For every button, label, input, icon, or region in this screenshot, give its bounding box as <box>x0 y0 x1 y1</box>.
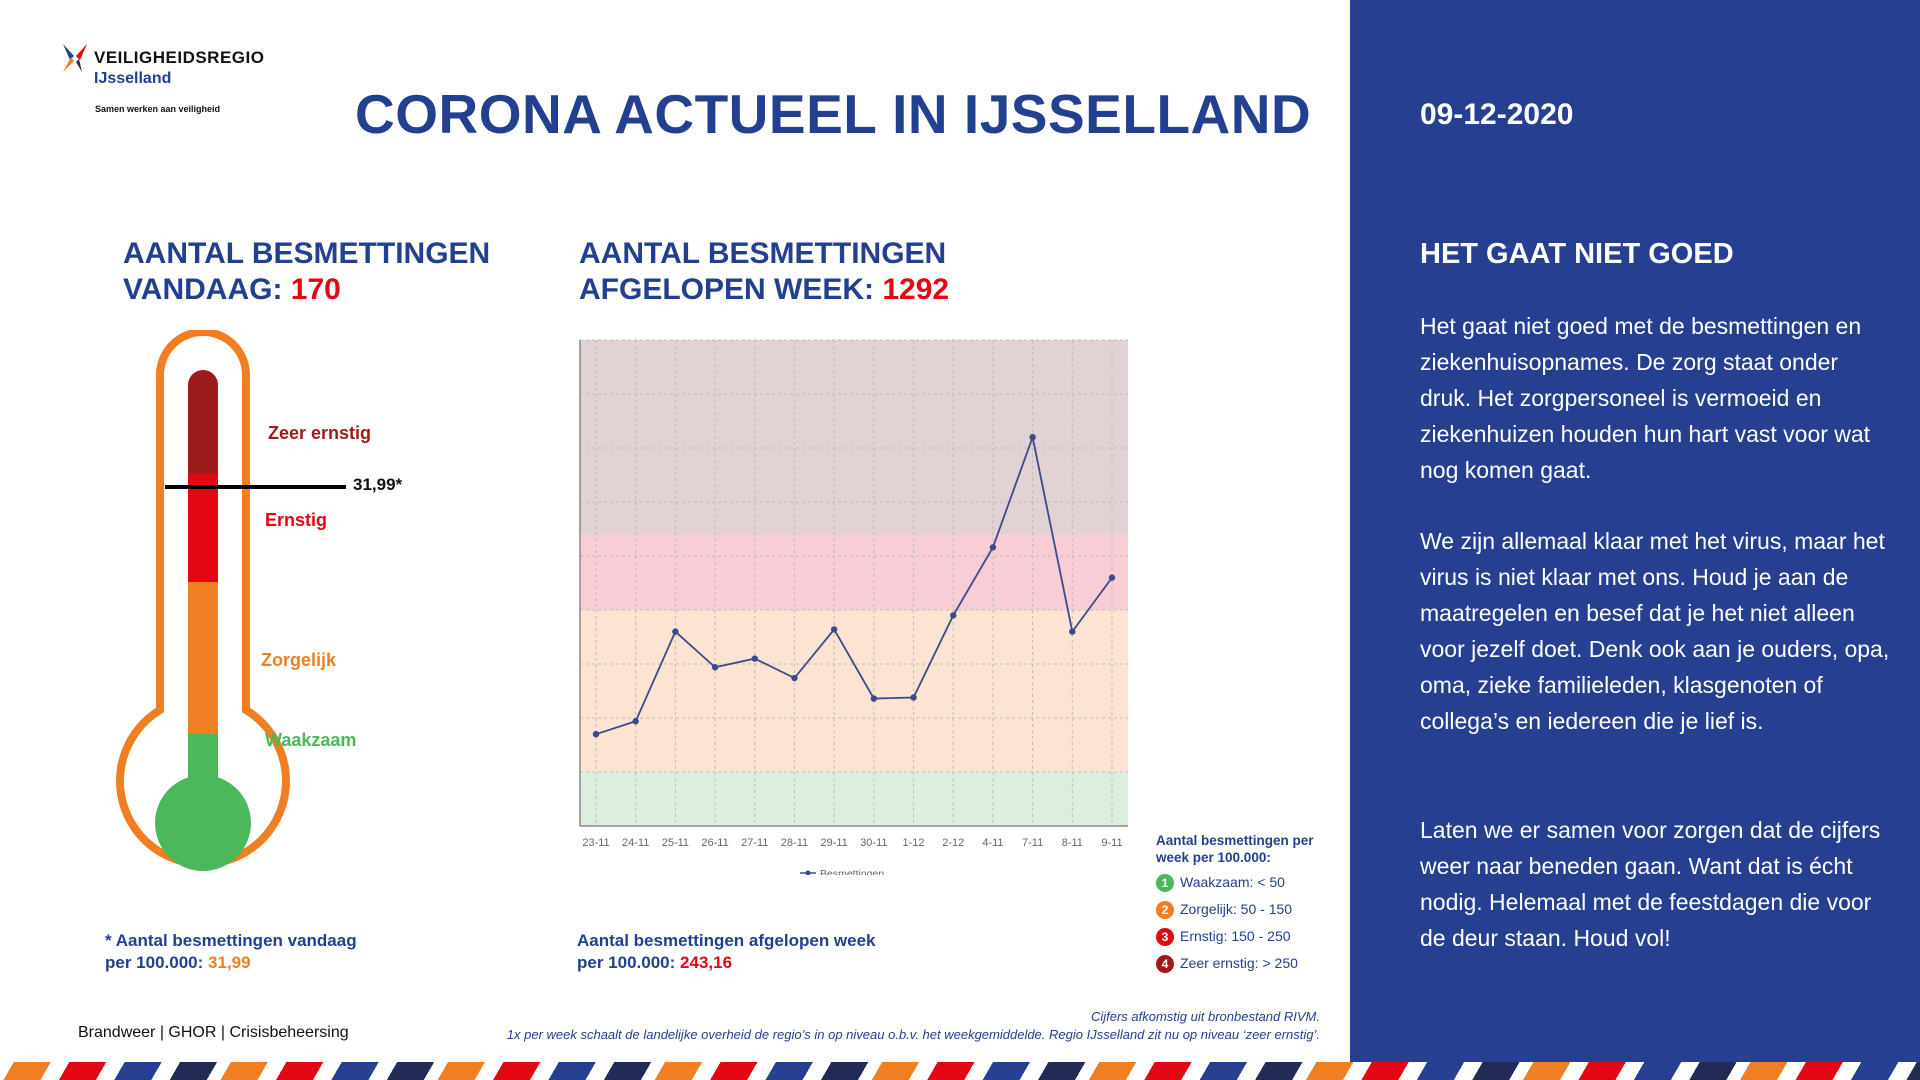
today-footnote-line1: * Aantal besmettingen vandaag <box>105 931 357 950</box>
level-legend-item: 2 Zorgelijk: 50 - 150 <box>1156 901 1292 921</box>
week-value: 1292 <box>882 273 950 306</box>
side-paragraph-3: Laten we er samen voor zorgen dat de cij… <box>1420 817 1881 951</box>
chart-point <box>592 731 600 738</box>
level-legend-item: 4 Zeer ernstig: > 250 <box>1156 955 1298 975</box>
chart-tick-label: 7-11 <box>1022 837 1043 849</box>
logo-region: IJsselland <box>94 70 172 87</box>
chart-band <box>580 610 1128 772</box>
today-heading-line1: AANTAL BESMETTINGEN <box>123 237 491 270</box>
today-footnote: * Aantal besmettingen vandaag per 100.00… <box>105 930 357 974</box>
logo-icon <box>63 44 87 72</box>
date: 09-12-2020 <box>1420 98 1574 131</box>
chart-point <box>791 674 798 682</box>
logo-tagline: Samen werken aan veiligheid <box>95 104 221 114</box>
logo-brand: VEILIGHEIDSREGIO <box>94 48 265 67</box>
chart-point <box>711 664 719 671</box>
level-4-icon: 4 <box>1156 955 1174 974</box>
thermometer-level-zorgelijk <box>188 582 218 737</box>
chart-tick-label: 28-11 <box>781 837 808 849</box>
chart-tick-label: 2-12 <box>942 837 964 849</box>
chart-series-line <box>595 433 1113 736</box>
thermometer-top-cap <box>188 370 218 400</box>
side-paragraph-1: Het gaat niet goed met de besmettingen e… <box>1420 313 1871 483</box>
level-label-waakzaam: Waakzaam <box>265 730 357 750</box>
decorative-stripe-border <box>0 1062 1920 1080</box>
week-footnote: Aantal besmettingen afgelopen week per 1… <box>577 930 876 974</box>
chart-point <box>950 612 957 619</box>
footer-source-line1: Cijfers afkomstig uit bronbestand RIVM. <box>1090 1009 1320 1024</box>
today-heading-line2: VANDAAG: <box>123 273 283 306</box>
week-heading: AANTAL BESMETTINGEN AFGELOPEN WEEK: 1292 <box>579 236 949 308</box>
chart-point <box>1108 574 1116 581</box>
today-footnote-value: 31,99 <box>208 953 251 972</box>
chart-tick-label: 4-11 <box>982 837 1003 849</box>
chart-band <box>580 534 1128 610</box>
chart-tick-label: 9-11 <box>1101 837 1122 849</box>
week-footnote-line2: per 100.000: <box>577 953 676 972</box>
chart-point <box>989 544 997 551</box>
logo: VEILIGHEIDSREGIO IJsselland Samen werken… <box>60 40 320 120</box>
chart-tick-label: 29-11 <box>820 837 847 849</box>
level-legend: Aantal besmettingen per week per 100.000… <box>1156 832 1346 974</box>
today-heading: AANTAL BESMETTINGEN VANDAAG: 170 <box>123 236 490 308</box>
today-footnote-line2: per 100.000: <box>105 953 204 972</box>
chart-tick-label: 26-11 <box>701 837 728 849</box>
level-legend-text: Ernstig: 150 - 250 <box>1180 928 1291 944</box>
week-footnote-line1: Aantal besmettingen afgelopen week <box>577 931 876 950</box>
level-legend-text: Waakzaam: < 50 <box>1180 874 1285 890</box>
level-legend-text: Zorgelijk: 50 - 150 <box>1180 901 1293 917</box>
chart-tick-label: 1-12 <box>903 837 925 849</box>
level-1-icon: 1 <box>1156 874 1174 893</box>
week-heading-line1: AANTAL BESMETTINGEN <box>579 237 947 270</box>
footer-organisations: Brandweer | GHOR | Crisisbeheersing <box>78 1024 349 1041</box>
level-legend-item: 1 Waakzaam: < 50 <box>1156 874 1285 894</box>
chart-tick-label: 27-11 <box>741 837 768 849</box>
chart-tick-label: 30-11 <box>860 837 887 849</box>
side-paragraph-2: We zijn allemaal klaar met het virus, ma… <box>1420 528 1890 734</box>
level-label-zorgelijk: Zorgelijk <box>261 650 337 670</box>
level-legend-text: Zeer ernstig: > 250 <box>1180 955 1298 971</box>
chart-point <box>1029 434 1036 441</box>
chart-point <box>1069 628 1076 635</box>
page-title: CORONA ACTUEEL IN IJSSELLAND <box>355 83 1312 145</box>
chart-point <box>910 694 917 701</box>
chart-legend-marker <box>805 870 811 875</box>
chart-point <box>870 695 878 702</box>
side-heading: HET GAAT NIET GOED <box>1420 238 1734 270</box>
level-3-icon: 3 <box>1156 928 1174 947</box>
chart-tick-label: 24-11 <box>622 837 649 849</box>
week-footnote-value: 243,16 <box>680 953 733 972</box>
thermometer-bulb <box>155 775 251 871</box>
side-panel: 09-12-2020 HET GAAT NIET GOED Het gaat n… <box>1350 0 1920 1062</box>
thermometer <box>116 330 346 871</box>
week-heading-line2: AFGELOPEN WEEK: <box>579 273 875 306</box>
chart-tick-label: 8-11 <box>1062 837 1083 849</box>
footer-source-line2: 1x per week schaalt de landelijke overhe… <box>506 1027 1320 1042</box>
chart-legend-label: Besmettingen <box>820 868 884 875</box>
thermometer-marker-label: 31,99* <box>353 475 403 494</box>
chart-point <box>830 626 838 633</box>
line-chart: 23-11 24-11 25-11 26-11 27-11 28-11 29-11 30-11… <box>579 339 1128 875</box>
today-value: 170 <box>290 273 341 306</box>
level-legend-title: Aantal besmettingen per week per 100.000… <box>1156 833 1314 865</box>
level-label-ernstig: Ernstig <box>265 510 328 530</box>
chart-band <box>580 772 1128 826</box>
level-label-zeer-ernstig: Zeer ernstig <box>268 423 372 443</box>
chart-point <box>632 718 639 725</box>
chart-point <box>751 655 758 662</box>
level-legend-item: 3 Ernstig: 150 - 250 <box>1156 928 1291 948</box>
chart-point <box>672 628 679 635</box>
chart-tick-label: 23-11 <box>582 837 609 849</box>
level-2-icon: 2 <box>1156 901 1174 920</box>
chart-tick-label: 25-11 <box>662 837 689 849</box>
